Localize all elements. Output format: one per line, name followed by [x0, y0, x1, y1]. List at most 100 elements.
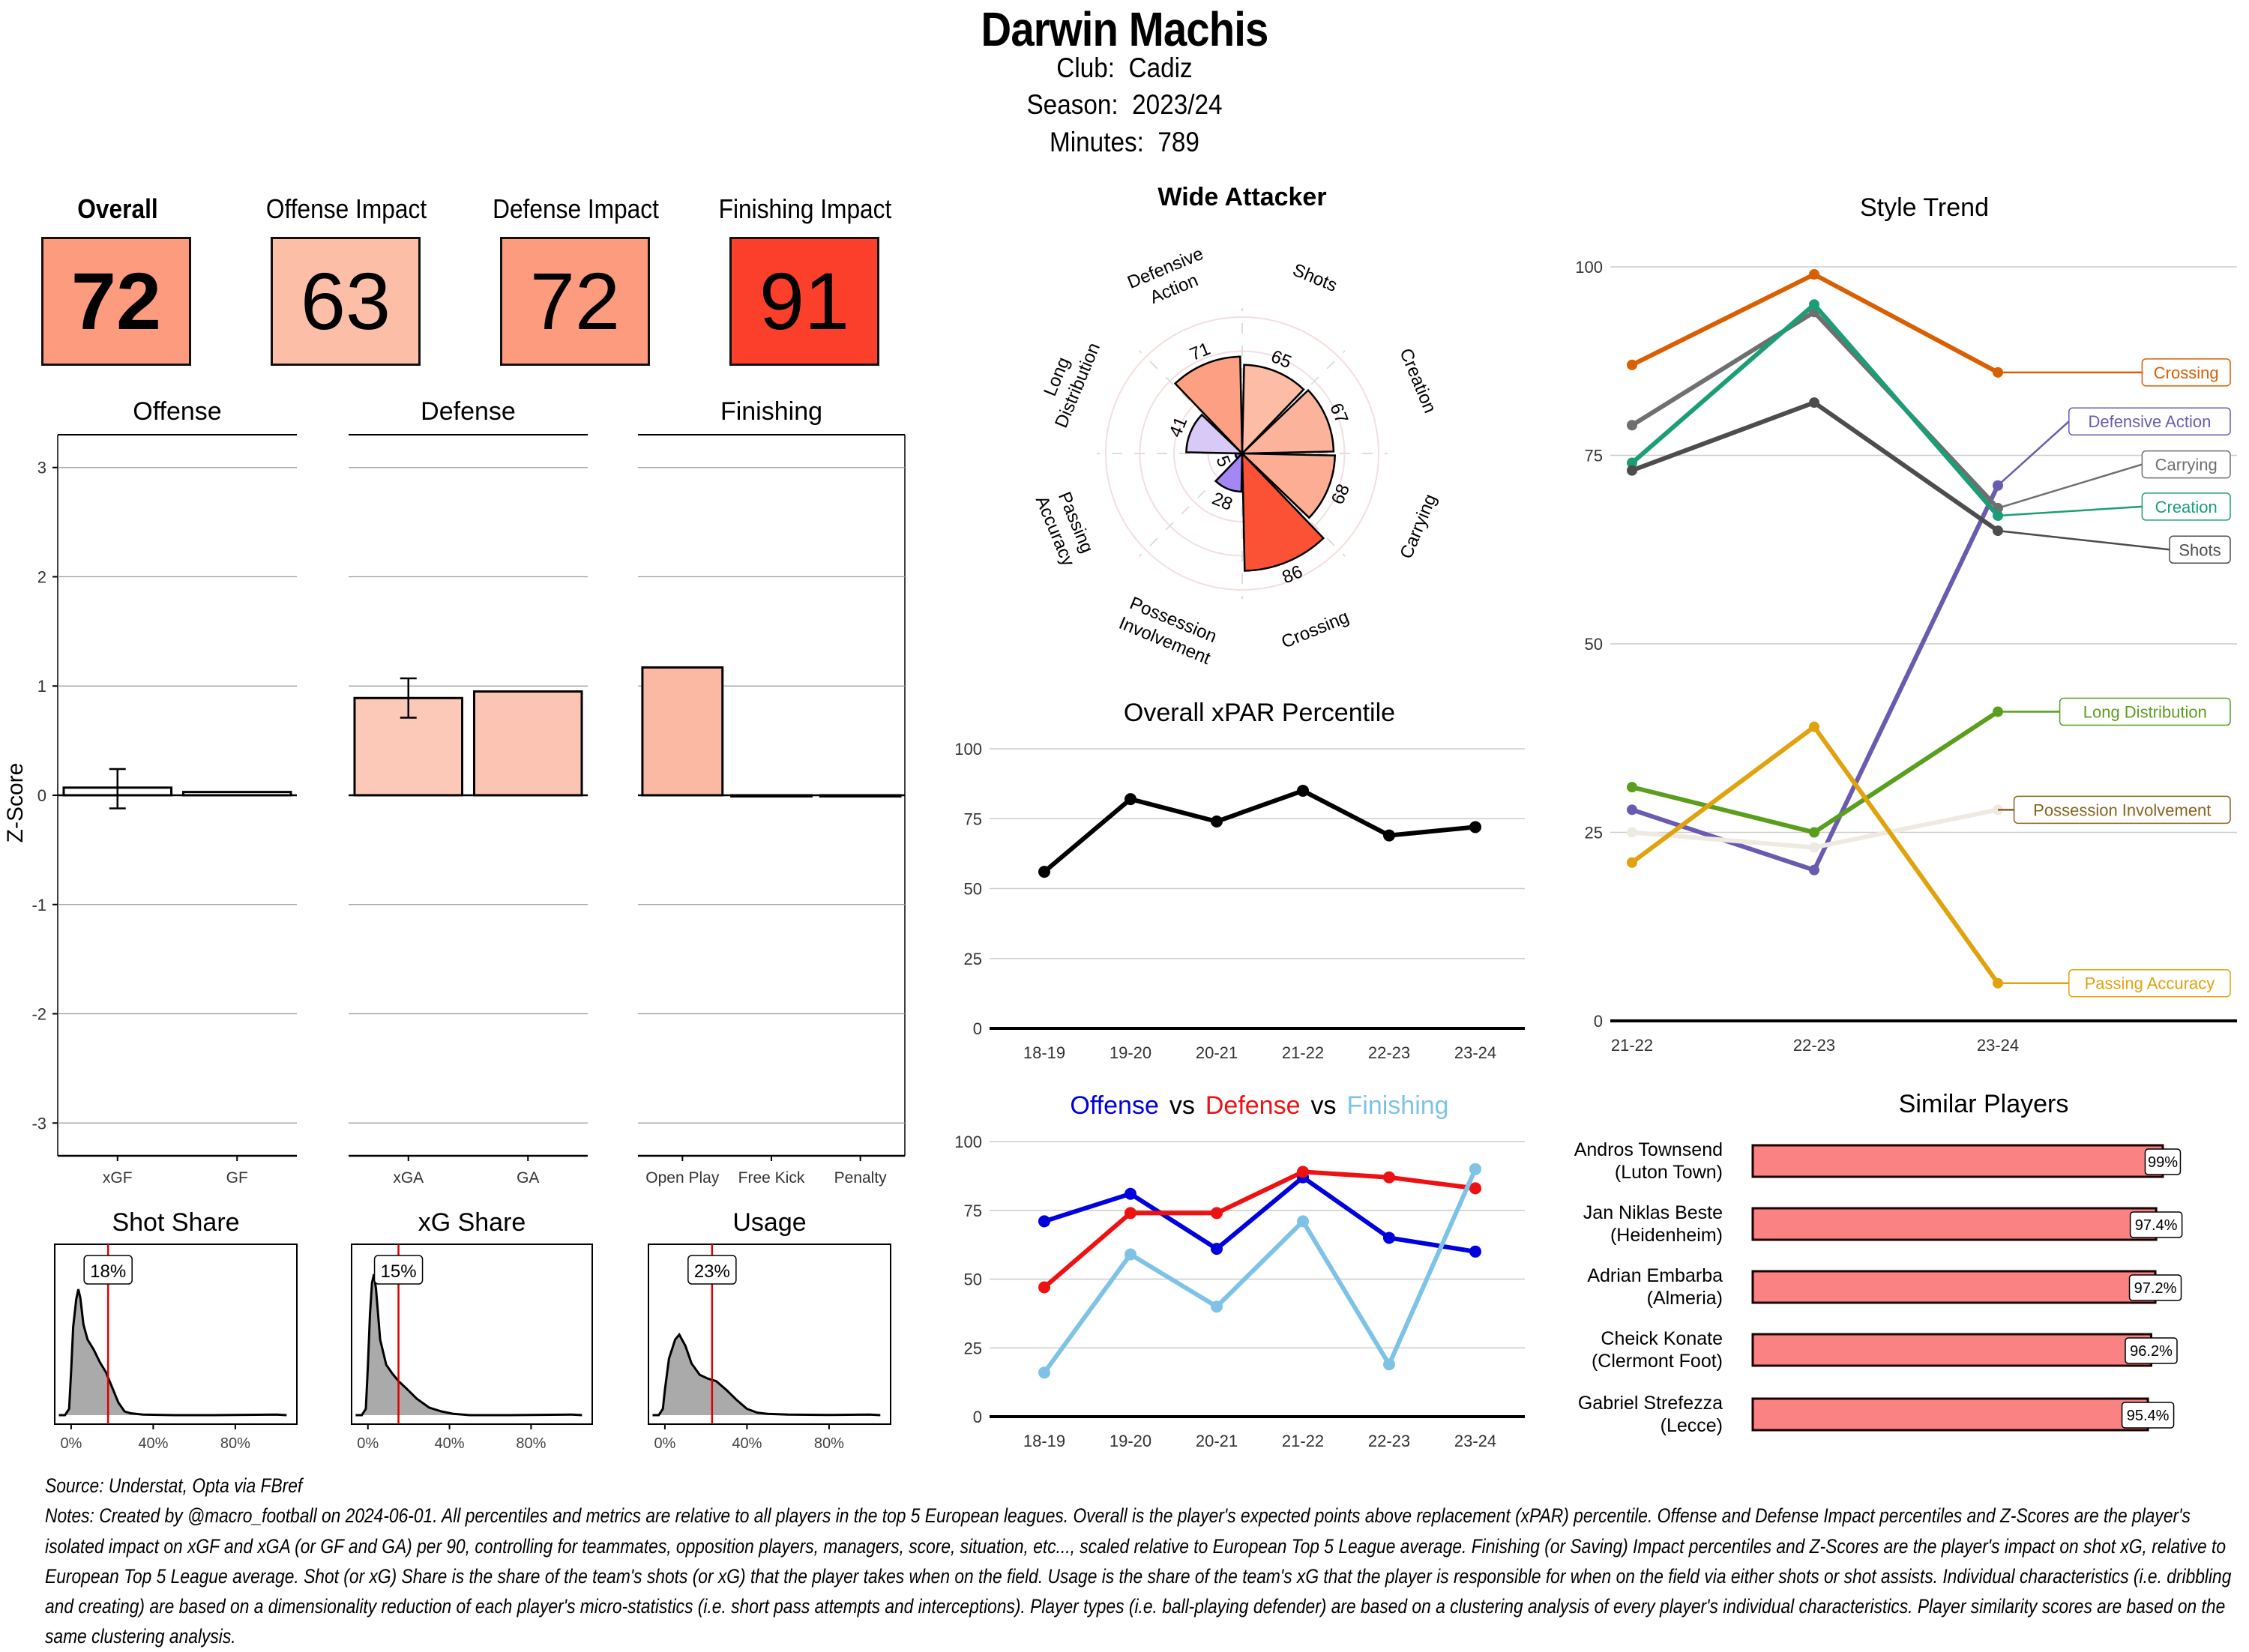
series-line: [1042, 1168, 1478, 1375]
y-tick-label: 0: [37, 786, 46, 805]
similar-players-chart: Similar Players Andros Townsend(Luton Tow…: [1574, 1090, 2183, 1436]
similarity-label-box: [2125, 1337, 2178, 1364]
panel-title: xG Share: [418, 1208, 526, 1237]
panel-title: Defense: [421, 397, 516, 426]
data-point: [1809, 269, 1819, 280]
data-point: [1809, 299, 1819, 310]
series-xpar: [1038, 784, 1481, 878]
series-label-box: [2059, 697, 2231, 726]
x-tick-label: Open Play: [645, 1169, 720, 1187]
y-tick-label: 25: [964, 950, 982, 968]
series-label: Passing Accuracy: [2085, 974, 2215, 993]
offense-defense-finishing-chart: Offense vs Defense vs Finishing 0 25 50 75 100 18-…: [954, 1091, 1525, 1450]
x-tick-label: 23-24: [1454, 1043, 1496, 1062]
y-axis-label: Z-Score: [3, 763, 28, 843]
series-label: Defensive Action: [2088, 412, 2211, 431]
polar-value-label: 28: [1209, 489, 1235, 515]
series-long-distribution: Long Distribution: [1627, 697, 2231, 838]
polar-axis-label: Creation: [1395, 346, 1440, 416]
y-tick-label: 1: [37, 677, 46, 696]
similar-player-row: Cheick Konate(Clermont Foot) 96.2%: [1592, 1328, 2178, 1372]
player-club: (Clermont Foot): [1592, 1351, 1723, 1372]
footer-notes: Source: Understat, Opta via FBref Notes:…: [45, 1471, 2234, 1652]
data-point: [1124, 1248, 1136, 1261]
impact-card-finishing: 91: [729, 237, 879, 366]
panel-title: Shot Share: [112, 1208, 239, 1237]
season-label: Season:: [1026, 89, 1119, 120]
similarity-bar: [1751, 1207, 2158, 1241]
source-text: Source: Understat, Opta via FBref: [45, 1474, 303, 1497]
similarity-label: 97.2%: [2134, 1280, 2177, 1297]
density-curve: [355, 1273, 582, 1417]
data-point: [1627, 420, 1637, 431]
value-label-box: [687, 1255, 737, 1285]
data-point: [1627, 465, 1637, 476]
series-label-box: [2068, 968, 2231, 998]
minutes-line: Minutes: 789: [112, 127, 2137, 158]
impact-label-offense: Offense Impact: [265, 193, 427, 224]
data-point: [1627, 359, 1637, 370]
similarity-label: 97.4%: [2135, 1217, 2178, 1234]
density-curve: [58, 1288, 287, 1417]
data-point: [1469, 1182, 1481, 1195]
density-area: [652, 1334, 881, 1415]
polar-axis-label: Carrying: [1396, 491, 1441, 561]
y-tick-label: 0: [973, 1019, 982, 1038]
chart-title: Offense vs Defense vs Finishing: [1070, 1091, 1448, 1120]
data-point: [1627, 457, 1637, 468]
data-point: [1124, 793, 1136, 806]
player-name: Jan Niklas Beste: [1583, 1202, 1723, 1223]
y-tick-label: 75: [964, 1202, 982, 1220]
density-panel-shot-share: Shot Share 18% 0% 40% 80%: [54, 1208, 298, 1452]
x-tick-label: 20-21: [1196, 1432, 1238, 1450]
data-point: [1809, 864, 1819, 875]
y-tick-label: -2: [31, 1005, 46, 1024]
series-label: Crossing: [2154, 364, 2219, 382]
x-tick-label: 20-21: [1196, 1043, 1238, 1062]
x-tick-label: 22-23: [1368, 1043, 1410, 1062]
data-point: [1211, 1300, 1223, 1313]
chart-title: Style Trend: [1860, 193, 1989, 222]
player-club: (Lecce): [1661, 1415, 1723, 1436]
series-offense: [1038, 1171, 1481, 1258]
data-point: [1469, 1245, 1481, 1258]
polar-axis-label: Crossing: [1278, 607, 1352, 653]
x-tick-label: 18-19: [1023, 1432, 1065, 1450]
density-curve: [652, 1332, 881, 1417]
polar-value-label: 67: [1325, 400, 1352, 426]
data-point: [1627, 827, 1637, 838]
club-label: Club:: [1056, 52, 1116, 83]
x-tick-label: 23-24: [1977, 1036, 2019, 1055]
zscore-panel-defense: Defense xGA GA: [349, 397, 588, 1187]
x-tick-label: 21-22: [1282, 1043, 1324, 1062]
series-label-box: [2169, 535, 2231, 564]
y-tick-label: -1: [31, 896, 46, 914]
similarity-bar: [1751, 1333, 2153, 1367]
y-tick-label: 50: [964, 1270, 982, 1289]
y-tick-label: 3: [37, 459, 46, 477]
data-point: [1469, 1163, 1481, 1175]
data-point: [1211, 1207, 1223, 1220]
value-label: 15%: [381, 1261, 417, 1282]
xpar-percentile-chart: Overall xPAR Percentile 0 25 50 75 100 18-19 19…: [954, 699, 1525, 1062]
player-name: Andros Townsend: [1574, 1139, 1723, 1160]
x-tick-label: 21-22: [1611, 1036, 1653, 1055]
data-point: [1038, 1366, 1050, 1379]
club-value: Cadiz: [1128, 52, 1193, 83]
polar-axis-label-line: Crossing: [1278, 607, 1352, 653]
polar-title: Wide Attacker: [1157, 183, 1326, 211]
value-label-box: [83, 1255, 133, 1285]
x-tick-label: 23-24: [1454, 1432, 1496, 1450]
polar-axis-label-line: Carrying: [1396, 491, 1441, 561]
polar-grid-ring: [1105, 316, 1379, 591]
similarity-label: 99%: [2148, 1154, 2178, 1171]
series-defensive-action: Defensive Action: [1627, 407, 2231, 875]
chart-title-part: Offense: [1070, 1091, 1158, 1120]
y-tick-label: 75: [964, 810, 982, 828]
data-point: [1038, 1281, 1050, 1294]
style-trend-chart: Style Trend 0 25 50 75 100 21-22 22-23 23-24 Cros…: [1575, 193, 2237, 1055]
data-point: [1383, 829, 1395, 842]
bar-ga: [472, 690, 583, 797]
series-label: Creation: [2155, 498, 2218, 516]
